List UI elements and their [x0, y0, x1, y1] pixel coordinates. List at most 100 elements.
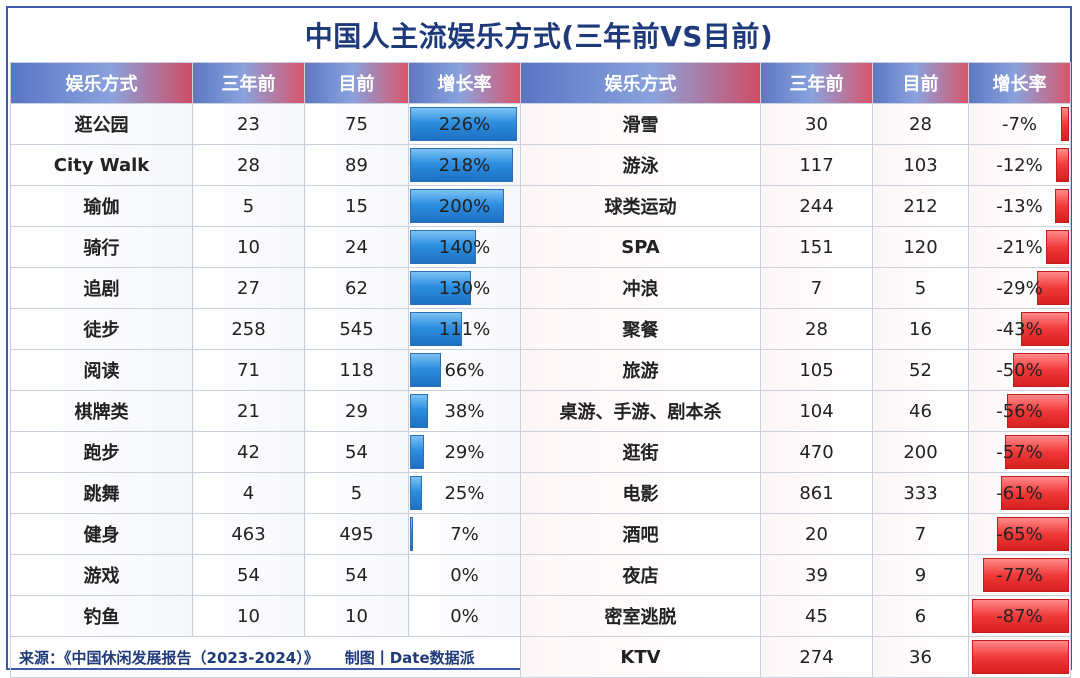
value-before-left: 5: [192, 185, 305, 227]
activity-name-left: 追剧: [10, 267, 193, 309]
growth-bar-positive: [410, 517, 414, 551]
activity-name-right: 旅游: [520, 349, 761, 391]
header-now-left: 目前: [304, 62, 409, 104]
header-now-right: 目前: [872, 62, 969, 104]
value-now-left: 118: [304, 349, 409, 391]
growth-bar-negative: [1055, 148, 1069, 182]
growth-bar-negative: [1013, 353, 1069, 387]
growth-bar-negative: [972, 599, 1069, 633]
header-growth-right: 增长率: [968, 62, 1071, 104]
growth-cell-left: 25%: [408, 472, 521, 514]
value-before-right: 30: [760, 103, 873, 145]
value-before-right: 274: [760, 636, 873, 678]
value-before-right: 151: [760, 226, 873, 268]
value-now-right: 46: [872, 390, 969, 432]
growth-cell-right: -29%: [968, 267, 1071, 309]
header-before-right: 三年前: [760, 62, 873, 104]
activity-name-left: 钓鱼: [10, 595, 193, 637]
table-row: 逛公园 23 75 226% 滑雪 30 28 -7%: [10, 103, 1071, 145]
growth-cell-right: -7%: [968, 103, 1071, 145]
growth-cell-left: 29%: [408, 431, 521, 473]
growth-cell-left: 130%: [408, 267, 521, 309]
table-row: 瑜伽 5 15 200% 球类运动 244 212 -13%: [10, 185, 1071, 227]
growth-bar-positive: [410, 435, 424, 469]
header-name-right: 娱乐方式: [520, 62, 761, 104]
growth-cell-left: 226%: [408, 103, 521, 145]
growth-cell-right: -13%: [968, 185, 1071, 227]
activity-name-right: 游泳: [520, 144, 761, 186]
activity-name-right: 桌游、手游、剧本杀: [520, 390, 761, 432]
value-before-left: 27: [192, 267, 305, 309]
value-before-left: 21: [192, 390, 305, 432]
source-note: 来源：《中国休闲发展报告（2023-2024）》 制图丨Date数据派: [10, 636, 521, 678]
growth-label: 29%: [444, 441, 485, 463]
value-before-right: 104: [760, 390, 873, 432]
activity-name-right: 滑雪: [520, 103, 761, 145]
value-now-right: 36: [872, 636, 969, 678]
credit-text: 制图丨Date数据派: [344, 648, 475, 667]
value-before-right: 117: [760, 144, 873, 186]
value-before-right: 244: [760, 185, 873, 227]
growth-label: 140%: [438, 236, 491, 258]
growth-label: 7%: [450, 523, 479, 545]
activity-name-left: 跳舞: [10, 472, 193, 514]
growth-label: -7%: [1001, 113, 1038, 135]
value-now-right: 9: [872, 554, 969, 596]
growth-cell-right: -57%: [968, 431, 1071, 473]
value-now-left: 54: [304, 431, 409, 473]
growth-bar-negative: [983, 558, 1069, 592]
table-row: 钓鱼 10 10 0% 密室逃脱 45 6 -87%: [10, 595, 1071, 637]
activity-name-right: 密室逃脱: [520, 595, 761, 637]
growth-cell-right: -12%: [968, 144, 1071, 186]
value-now-right: 16: [872, 308, 969, 350]
value-before-right: 28: [760, 308, 873, 350]
activity-name-left: 逛公园: [10, 103, 193, 145]
table-row: 棋牌类 21 29 38% 桌游、手游、剧本杀 104 46 -56%: [10, 390, 1071, 432]
activity-name-left: 瑜伽: [10, 185, 193, 227]
activity-name-left: 阅读: [10, 349, 193, 391]
growth-bar-positive: [410, 353, 442, 387]
table-row: 追剧 27 62 130% 冲浪 7 5 -29%: [10, 267, 1071, 309]
growth-bar-positive: [410, 271, 472, 305]
growth-bar-negative: [996, 517, 1069, 551]
table-row: 游戏 54 54 0% 夜店 39 9 -77%: [10, 554, 1071, 596]
activity-name-left: 棋牌类: [10, 390, 193, 432]
value-now-right: 28: [872, 103, 969, 145]
chart-frame: 中国人主流娱乐方式(三年前VS目前) 娱乐方式 三年前 目前 增长率 娱乐方式 …: [6, 6, 1072, 678]
value-before-right: 39: [760, 554, 873, 596]
growth-label: 130%: [438, 277, 491, 299]
data-table: 娱乐方式 三年前 目前 增长率 娱乐方式 三年前 目前 增长率 逛公园 23 75 2…: [10, 62, 1071, 678]
growth-cell-right: -87%: [968, 595, 1071, 637]
growth-label: 0%: [450, 605, 479, 627]
value-before-right: 7: [760, 267, 873, 309]
growth-cell-left: 140%: [408, 226, 521, 268]
growth-label: 38%: [444, 400, 485, 422]
growth-label: 218%: [438, 154, 491, 176]
growth-bar-positive: [410, 148, 513, 182]
value-before-left: 463: [192, 513, 305, 555]
growth-cell-left: 200%: [408, 185, 521, 227]
growth-label: -12%: [996, 154, 1043, 176]
growth-cell-left: 0%: [408, 595, 521, 637]
growth-cell-right: -77%: [968, 554, 1071, 596]
value-now-left: 15: [304, 185, 409, 227]
value-now-right: 200: [872, 431, 969, 473]
value-now-left: 10: [304, 595, 409, 637]
table-row: 来源：《中国休闲发展报告（2023-2024）》 制图丨Date数据派 KTV 274…: [10, 636, 1071, 678]
value-now-right: 103: [872, 144, 969, 186]
value-before-right: 20: [760, 513, 873, 555]
activity-name-left: 骑行: [10, 226, 193, 268]
table-row: 跳舞 4 5 25% 电影 861 333 -61%: [10, 472, 1071, 514]
value-before-left: 71: [192, 349, 305, 391]
growth-label: -43%: [996, 318, 1043, 340]
growth-bar-positive: [410, 394, 428, 428]
growth-label: -61%: [996, 482, 1043, 504]
value-now-left: 29: [304, 390, 409, 432]
growth-cell-left: 7%: [408, 513, 521, 555]
activity-name-right: 电影: [520, 472, 761, 514]
value-now-right: 120: [872, 226, 969, 268]
growth-cell-right: -65%: [968, 513, 1071, 555]
value-now-right: 333: [872, 472, 969, 514]
growth-label: 200%: [438, 195, 491, 217]
growth-bar-positive: [410, 312, 463, 346]
